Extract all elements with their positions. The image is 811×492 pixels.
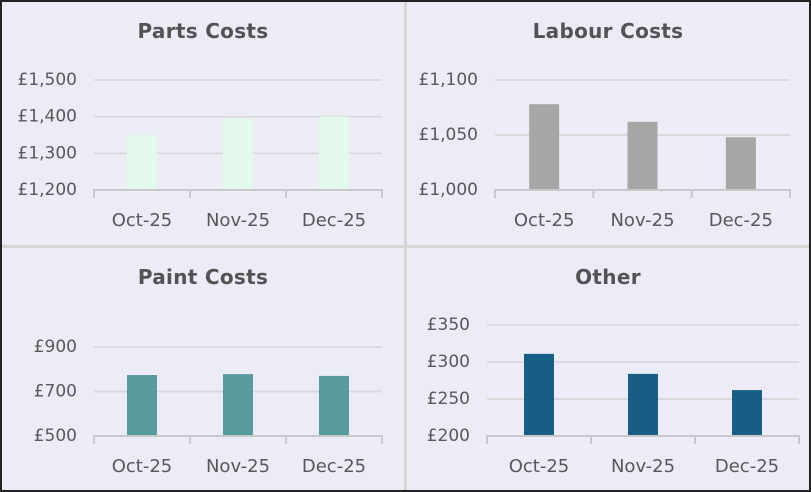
bar-oct-25	[524, 353, 554, 436]
y-tick-label: £300	[427, 352, 470, 372]
chart-panel-other: Other £200 £250 £300 £350 Oct-25 Nov-25 Dec-25	[407, 247, 809, 490]
x-category-label: Dec-25	[302, 456, 366, 477]
chart-panel-labour-costs: Labour Costs £1,000 £1,050 £1,100 Oct-25 Nov…	[407, 2, 809, 245]
y-tick-label: £250	[427, 389, 470, 409]
y-tick-label: £1,100	[419, 70, 478, 90]
bar-dec-25	[319, 375, 349, 436]
bar-nov-25	[627, 121, 658, 190]
x-category-label: Oct-25	[112, 456, 173, 477]
bar-nov-25	[223, 373, 253, 436]
y-tick-label: £1,000	[419, 180, 478, 200]
chart-title-paint-costs: Paint Costs	[137, 264, 269, 289]
y-tick-label: £1,050	[419, 125, 478, 145]
chart-title-other: Other	[575, 264, 641, 289]
chart-title-parts-costs: Parts Costs	[137, 19, 269, 43]
y-tick-label: £900	[34, 337, 77, 357]
chart-title-labour-costs: Labour Costs	[532, 19, 684, 43]
bar-dec-25	[725, 137, 756, 190]
x-category-label: Oct-25	[509, 456, 570, 477]
bar-oct-25	[127, 135, 157, 190]
y-tick-label: £200	[427, 426, 470, 446]
x-category-label: Dec-25	[302, 210, 366, 231]
x-category-label: Nov-25	[206, 456, 270, 477]
x-category-label: Dec-25	[709, 210, 773, 231]
bar-chart-labour-costs: £1,000 £1,050 £1,100 Oct-25 Nov-25 Dec-25	[419, 70, 791, 231]
x-category-label: Nov-25	[610, 210, 674, 231]
y-tick-label: £1,300	[18, 143, 77, 163]
x-category-label: Nov-25	[611, 456, 675, 477]
chart-panel-parts-costs: Parts Costs £1,200 £1,300 £1,400 £1,500 Oct-…	[2, 2, 404, 245]
bar-oct-25	[529, 104, 560, 190]
bar-dec-25	[319, 116, 349, 190]
x-category-label: Nov-25	[206, 210, 270, 231]
y-tick-label: £1,500	[18, 70, 77, 90]
x-category-label: Oct-25	[514, 210, 575, 231]
y-tick-label: £700	[34, 381, 77, 401]
bar-nov-25	[223, 118, 253, 190]
x-category-label: Oct-25	[112, 210, 173, 231]
x-category-label: Dec-25	[715, 456, 779, 477]
y-tick-label: £1,400	[18, 107, 77, 127]
bar-chart-paint-costs: £500 £700 £900 Oct-25 Nov-25 Dec-25	[34, 337, 383, 477]
bar-dec-25	[732, 389, 762, 436]
chart-panel-paint-costs: Paint Costs £500 £700 £900 Oct-25 Nov-25 Dec-…	[2, 247, 404, 490]
bar-nov-25	[628, 373, 658, 436]
y-tick-label: £1,200	[18, 180, 77, 200]
bar-chart-other: £200 £250 £300 £350 Oct-25 Nov-25 Dec-25	[427, 315, 800, 477]
y-tick-label: £350	[427, 315, 470, 335]
bar-oct-25	[127, 374, 157, 436]
bar-chart-parts-costs: £1,200 £1,300 £1,400 £1,500 Oct-25 Nov-25 Dec-…	[18, 70, 383, 231]
y-tick-label: £500	[34, 426, 77, 446]
